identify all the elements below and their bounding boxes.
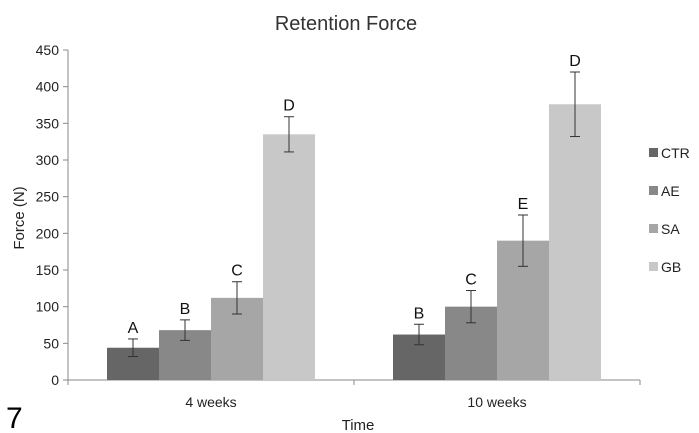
y-tick-label: 250: [36, 189, 60, 205]
y-tick-label: 200: [36, 225, 60, 241]
legend-label: AE: [661, 183, 680, 199]
legend-label: CTR: [661, 145, 690, 161]
significance-letter: D: [569, 53, 581, 70]
legend-swatch-ctr: [649, 148, 658, 157]
y-tick-label: 100: [36, 299, 60, 315]
figure-panel-number: 7: [6, 402, 23, 433]
bar-gb: [549, 104, 601, 381]
bar-gb: [263, 134, 315, 380]
significance-letter: B: [180, 301, 191, 318]
legend: CTR AE SA GB: [649, 145, 690, 275]
y-tick-label: 0: [51, 372, 59, 388]
x-axis-label: Time: [342, 417, 375, 433]
plot-area: 0 50 100 150 200 250 300 350 400 450 4 weeks A B C D 10…: [36, 42, 641, 410]
y-tick-label: 450: [36, 42, 60, 58]
legend-label: GB: [661, 259, 681, 275]
x-tick-label: 4 weeks: [185, 394, 236, 410]
significance-letter: D: [283, 98, 295, 115]
y-tick-label: 150: [36, 262, 60, 278]
y-tick-label: 350: [36, 115, 60, 131]
y-tick-label: 400: [36, 79, 60, 95]
significance-letter: B: [414, 305, 425, 322]
legend-swatch-gb: [649, 262, 658, 271]
legend-label: SA: [661, 221, 680, 237]
significance-letter: E: [518, 196, 529, 213]
significance-letter: C: [465, 272, 477, 289]
x-tick-label: 10 weeks: [467, 394, 526, 410]
y-axis-label: Force (N): [11, 186, 28, 249]
significance-letter: A: [128, 320, 139, 337]
y-tick-label: 50: [43, 335, 59, 351]
legend-swatch-sa: [649, 224, 658, 233]
y-tick-label: 300: [36, 152, 60, 168]
significance-letter: C: [231, 263, 243, 280]
legend-swatch-ae: [649, 186, 658, 195]
chart-title: Retention Force: [275, 13, 417, 35]
